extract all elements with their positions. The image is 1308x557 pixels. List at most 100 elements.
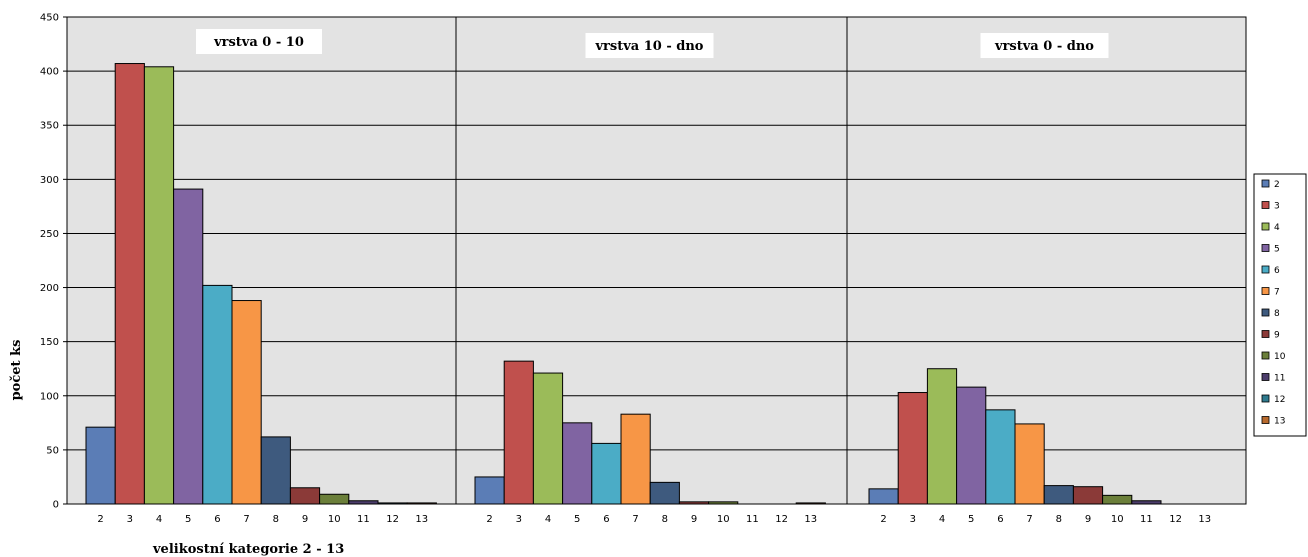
legend-swatch-2 [1261,179,1270,188]
bar-2-cat-4 [532,372,564,505]
bar-2-cat-2 [474,476,505,505]
x-tick-label: 7 [243,514,249,525]
x-tick-labels: 2 3 4 5 6 7 8 9 10 11 12 13 2 3 4 5 6 7 8 9 10 11 12 13 2 3 4 5 6 7 8 9… [97,514,1211,525]
bar-1-cat-8 [260,436,291,505]
y-tick-labels: 0 50 100 150 200 250 300 350 400 450 [40,13,59,511]
x-tick-label: 11 [357,514,370,525]
x-tick-label: 4 [156,514,162,525]
x-tick-label: 2 [97,514,103,525]
bar-1-cat-5 [173,188,204,505]
x-tick-label: 3 [910,514,916,525]
plot-frame [66,16,1247,505]
x-tick-label: 9 [1085,514,1091,525]
legend-label-2: 2 [1274,180,1280,190]
x-tick-label: 9 [691,514,697,525]
legend: 2 3 4 5 6 7 8 9 10 11 12 13 [1253,173,1307,437]
plot-area [67,17,1246,504]
panel-title-box [980,33,1109,58]
x-tick-label: 12 [775,514,788,525]
panel-titles: vrstva 0 - 10 vrstva 10 - dno vrstva 0 - d… [196,29,1109,58]
legend-label-9: 9 [1274,331,1280,341]
legend-swatch-11 [1261,373,1270,381]
bar-1-cat-9 [289,487,321,505]
plot-background [67,17,1246,504]
x-tick-label: 6 [214,514,220,525]
x-tick-label: 4 [545,514,551,525]
bar-2-cat-7 [620,413,651,505]
bar-2-cat-8 [649,481,680,505]
panel-title-1: vrstva 0 - 10 [213,35,304,50]
x-tick-label: 13 [415,514,428,525]
bar-3-cat-5 [956,386,987,505]
legend-label-12: 12 [1274,395,1285,405]
panel-title-box [196,29,322,54]
bar-3-cat-4 [926,368,958,505]
legend-label-4: 4 [1274,223,1280,233]
bar-2-cat-5 [562,422,593,505]
bar-3-cat-6 [985,409,1016,505]
bar-3-cat-9 [1072,486,1104,505]
bar-2-cat-6 [591,442,622,505]
y-tick-label: 150 [40,337,59,348]
y-tick-label: 0 [53,500,59,511]
x-tick-label: 5 [185,514,191,525]
y-tick-label: 450 [40,13,59,24]
x-tick-label: 11 [746,514,759,525]
x-tick-label: 5 [968,514,974,525]
x-axis-label: velikostní kategorie 2 - 13 [152,542,344,557]
x-tick-label: 12 [1169,514,1182,525]
legend-label-8: 8 [1274,309,1280,319]
legend-box [1253,173,1307,437]
y-tick-label: 400 [40,67,59,78]
legend-label-6: 6 [1274,266,1280,276]
panel-frames [66,16,1247,505]
panel-title-3: vrstva 0 - dno [994,39,1094,54]
bars [85,63,1162,505]
x-tick-label: 10 [1111,514,1124,525]
bar-3-cat-3 [897,392,928,505]
y-tick-label: 350 [40,121,59,132]
legend-label-11: 11 [1274,374,1285,384]
legend-swatch-3 [1261,201,1270,209]
legend-label-3: 3 [1274,202,1280,212]
x-tick-label: 3 [127,514,133,525]
bar-2-cat-3 [503,360,534,505]
legend-swatch-4 [1261,222,1270,231]
x-tick-label: 10 [328,514,341,525]
bar-1-cat-7 [231,300,262,505]
x-tick-label: 5 [574,514,580,525]
x-tick-label: 13 [1198,514,1211,525]
x-tick-label: 7 [632,514,638,525]
bar-1-cat-6 [202,284,233,505]
x-tick-label: 13 [804,514,817,525]
bar-3-cat-10 [1102,494,1133,505]
bar-3-cat-2 [868,488,899,505]
legend-swatch-8 [1261,308,1270,317]
x-tick-label: 6 [997,514,1003,525]
y-tick-label: 100 [40,391,59,402]
legend-label-10: 10 [1274,352,1286,362]
legend-swatch-5 [1261,244,1270,252]
panel-title-box [585,33,714,58]
y-tick-label: 50 [46,445,59,456]
legend-swatch-10 [1261,351,1270,360]
bar-1-cat-10 [319,493,350,505]
x-tick-label: 6 [603,514,609,525]
legend-swatch-6 [1261,265,1270,274]
bar-3-cat-8 [1043,485,1074,505]
x-tick-label: 8 [1056,514,1062,525]
legend-label-7: 7 [1274,288,1280,298]
legend-swatch-12 [1261,394,1270,403]
x-tick-label: 7 [1026,514,1032,525]
x-tick-label: 4 [939,514,945,525]
y-tick-label: 300 [40,175,59,186]
bar-3-cat-7 [1014,423,1045,505]
y-tick-label: 200 [40,283,59,294]
x-tick-label: 2 [486,514,492,525]
legend-label-13: 13 [1274,417,1285,427]
bar-1-cat-3 [114,63,145,505]
bar-1-cat-4 [143,66,175,505]
x-tick-label: 8 [273,514,279,525]
panel-title-2: vrstva 10 - dno [595,39,704,54]
